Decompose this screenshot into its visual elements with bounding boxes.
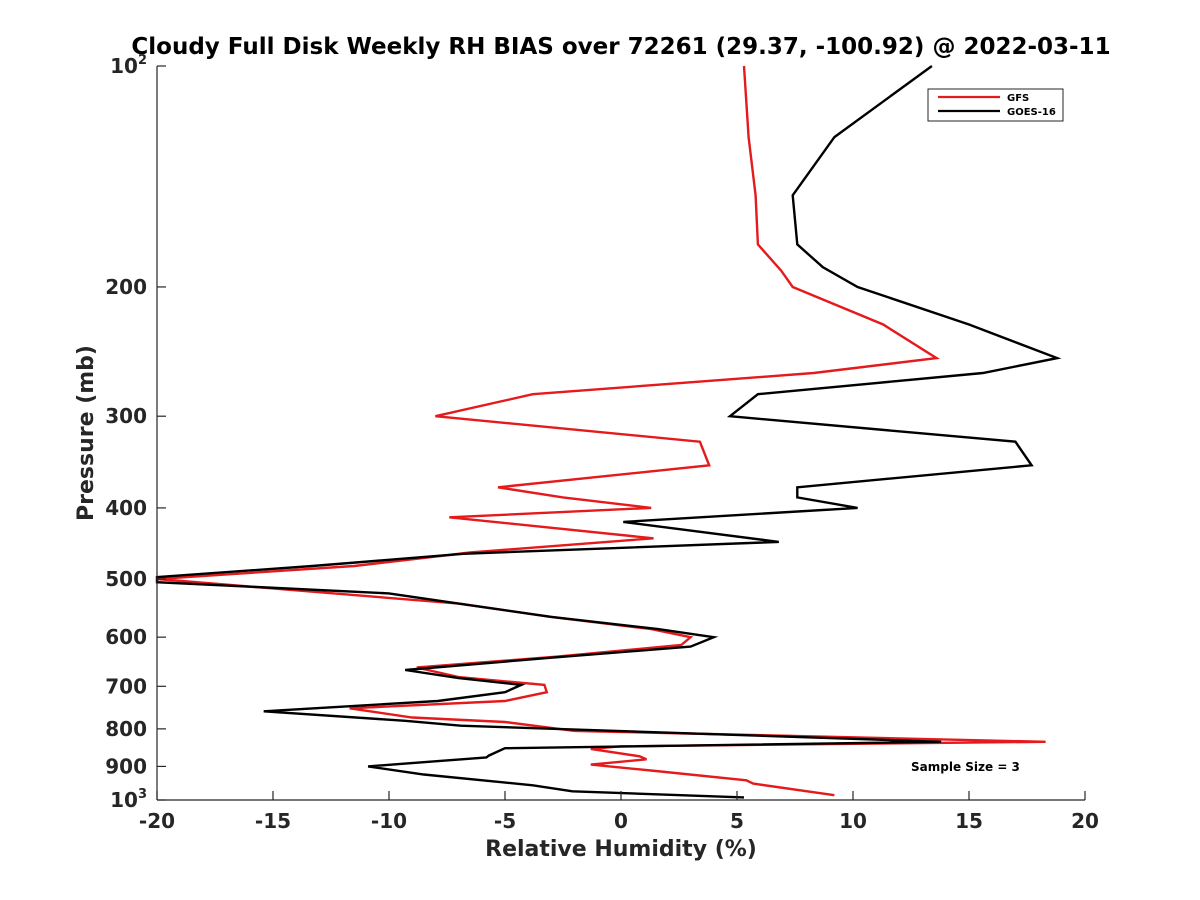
x-axis-label: Relative Humidity (%): [485, 837, 757, 862]
y-tick-label: 500: [105, 567, 147, 591]
y-tick-label: 102: [110, 53, 147, 78]
x-tick-label: 10: [839, 809, 867, 833]
y-tick-label: 800: [105, 717, 147, 741]
legend-label-gfs: GFS: [1007, 93, 1029, 104]
x-ticks: -20 -15 -10 -5 0 5 10 15 20: [139, 791, 1099, 833]
x-tick-label: -20: [139, 809, 175, 833]
x-tick-label: 15: [955, 809, 983, 833]
x-tick-label: -15: [255, 809, 291, 833]
y-tick-label: 700: [105, 674, 147, 698]
y-ticks: 102 200 300 400 500 600 700 800 900 103: [105, 53, 166, 812]
chart-title: Cloudy Full Disk Weekly RH BIAS over 722…: [131, 34, 1110, 60]
series-layer: [155, 65, 1062, 799]
y-tick-label: 900: [105, 754, 147, 778]
x-tick-label: 0: [614, 809, 628, 833]
x-tick-label: -10: [371, 809, 407, 833]
y-tick-label: 300: [105, 404, 147, 428]
series-line-goes-16: [155, 65, 1062, 799]
y-tick-label: 200: [105, 275, 147, 299]
legend: GFS GOES-16: [927, 88, 1064, 122]
x-tick-label: -5: [494, 809, 516, 833]
y-tick-label: 103: [110, 787, 147, 812]
y-tick-label: 600: [105, 625, 147, 649]
y-tick-label: 400: [105, 496, 147, 520]
legend-box: [927, 88, 1064, 122]
y-axis-label: Pressure (mb): [74, 345, 99, 521]
x-tick-label: 5: [730, 809, 744, 833]
sample-size-annotation: Sample Size = 3: [911, 760, 1020, 774]
x-tick-label: 20: [1071, 809, 1099, 833]
legend-label-goes-16: GOES-16: [1007, 107, 1056, 118]
